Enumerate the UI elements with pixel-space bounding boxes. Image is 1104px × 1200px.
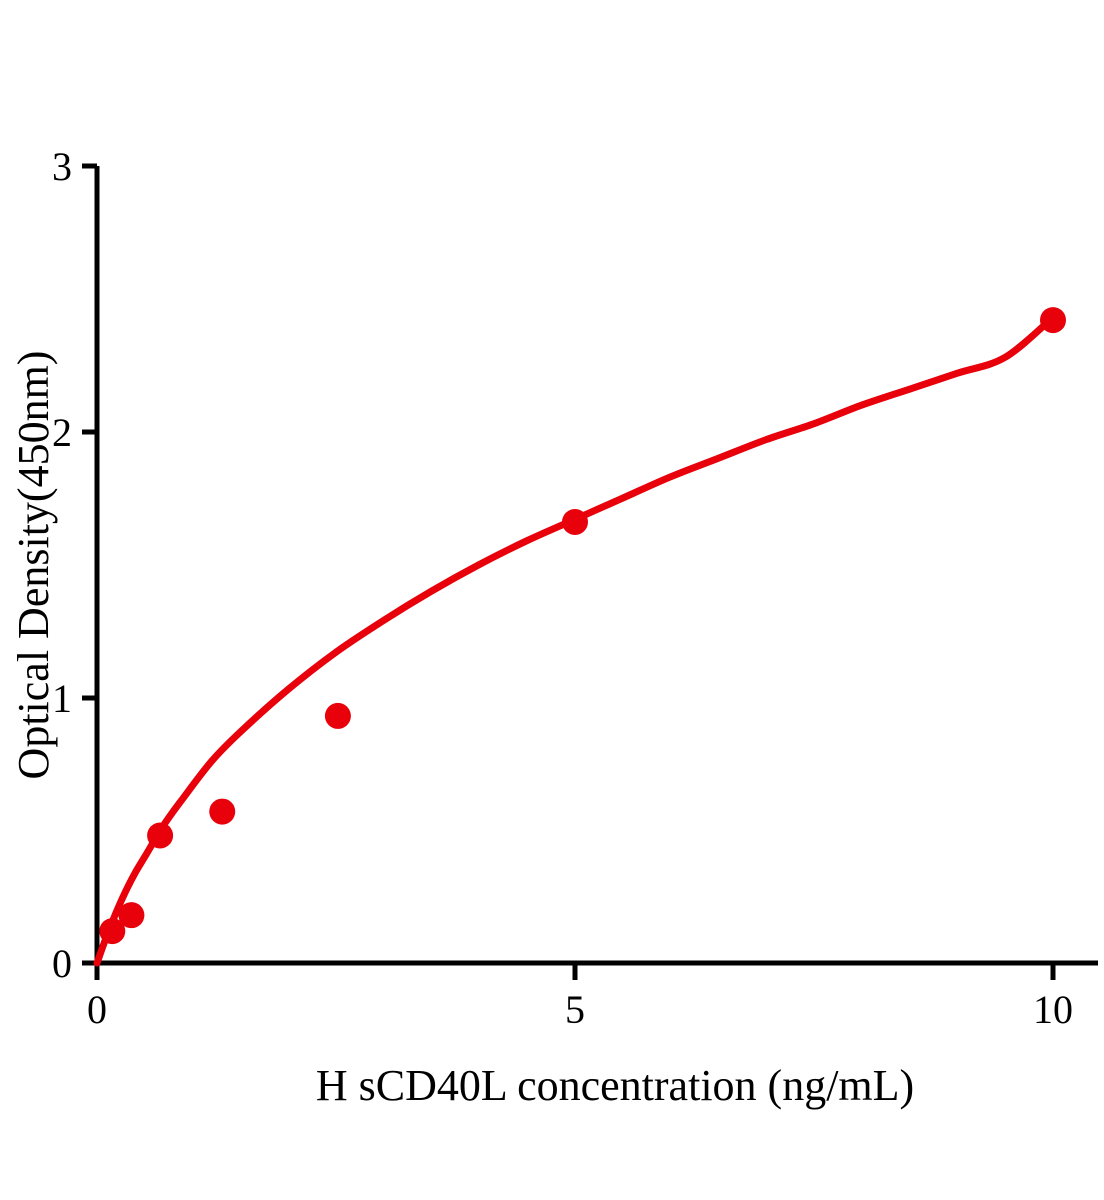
y-tick-label-1: 1 — [52, 676, 72, 721]
x-tick-label-5: 5 — [565, 987, 585, 1032]
y-axis-title: Optical Density(450nm) — [9, 351, 58, 780]
data-point — [562, 508, 588, 535]
data-point — [118, 902, 145, 929]
data-point-group — [99, 307, 1066, 945]
y-tick-label-2: 2 — [52, 410, 72, 455]
data-point — [209, 798, 236, 825]
x-tick-label-0: 0 — [87, 987, 107, 1032]
data-point — [1040, 307, 1066, 334]
y-tick-label-0: 0 — [52, 941, 72, 986]
data-point — [99, 918, 126, 945]
x-tick-label-10: 10 — [1033, 987, 1073, 1032]
x-axis-title: H sCD40L concentration (ng/mL) — [316, 1061, 914, 1110]
data-point — [324, 702, 351, 729]
data-point — [147, 822, 174, 849]
y-tick-label-3: 3 — [52, 144, 72, 189]
fit-curve-line — [93, 313, 1057, 967]
